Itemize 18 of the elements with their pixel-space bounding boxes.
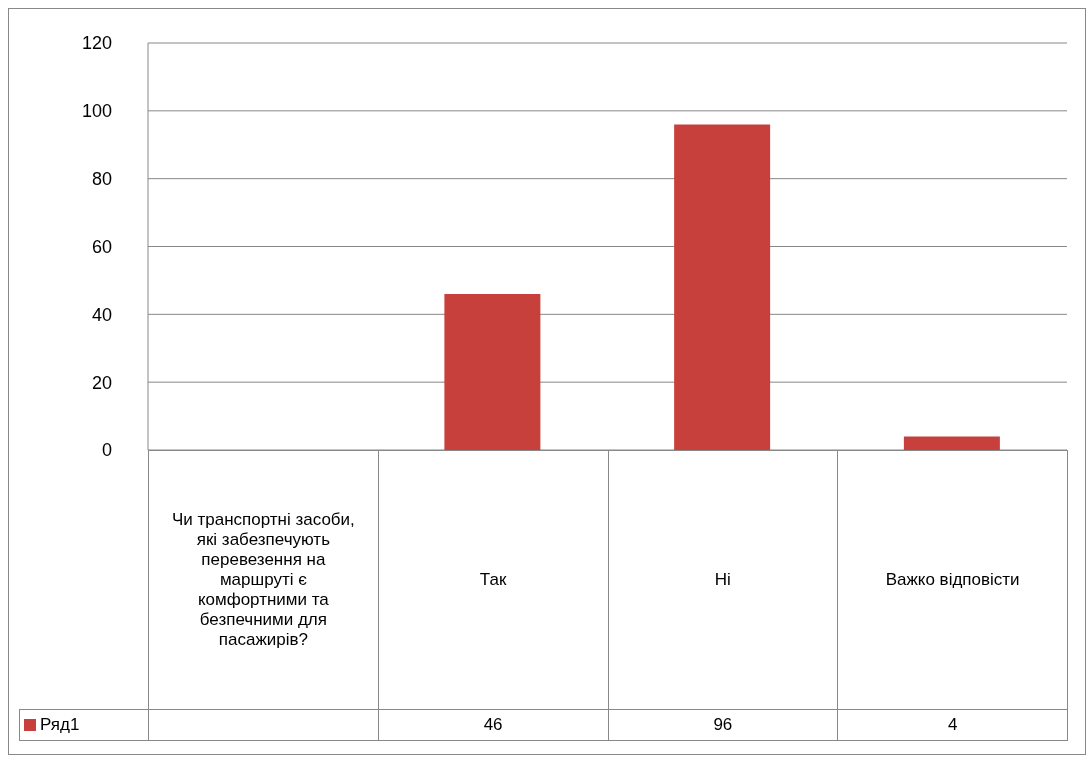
x-tick-label: Ні (607, 450, 839, 710)
data-label: 96 (607, 709, 839, 741)
y-tick-label: 0 (101, 440, 112, 461)
y-tick-label: 20 (91, 372, 112, 393)
y-tick-label: 80 (91, 169, 112, 190)
data-label: 4 (837, 709, 1068, 741)
y-tick-label: 60 (91, 236, 112, 257)
bar (674, 124, 771, 450)
x-tick-label: Так (377, 450, 609, 710)
y-tick-label: 120 (81, 33, 112, 54)
y-tick-label: 40 (91, 304, 112, 325)
bar (903, 436, 1000, 450)
bar (444, 293, 541, 450)
data-label: 46 (377, 709, 609, 741)
legend-label: Ряд1 (19, 709, 149, 741)
y-tick-label: 100 (81, 101, 112, 122)
x-tick-label: Чи транспортні засоби, які забезпечують перевезення на маршруті є комфортними та безпечними для пасажирів? (148, 450, 379, 710)
x-tick-label: Важко відповісти (837, 450, 1068, 710)
